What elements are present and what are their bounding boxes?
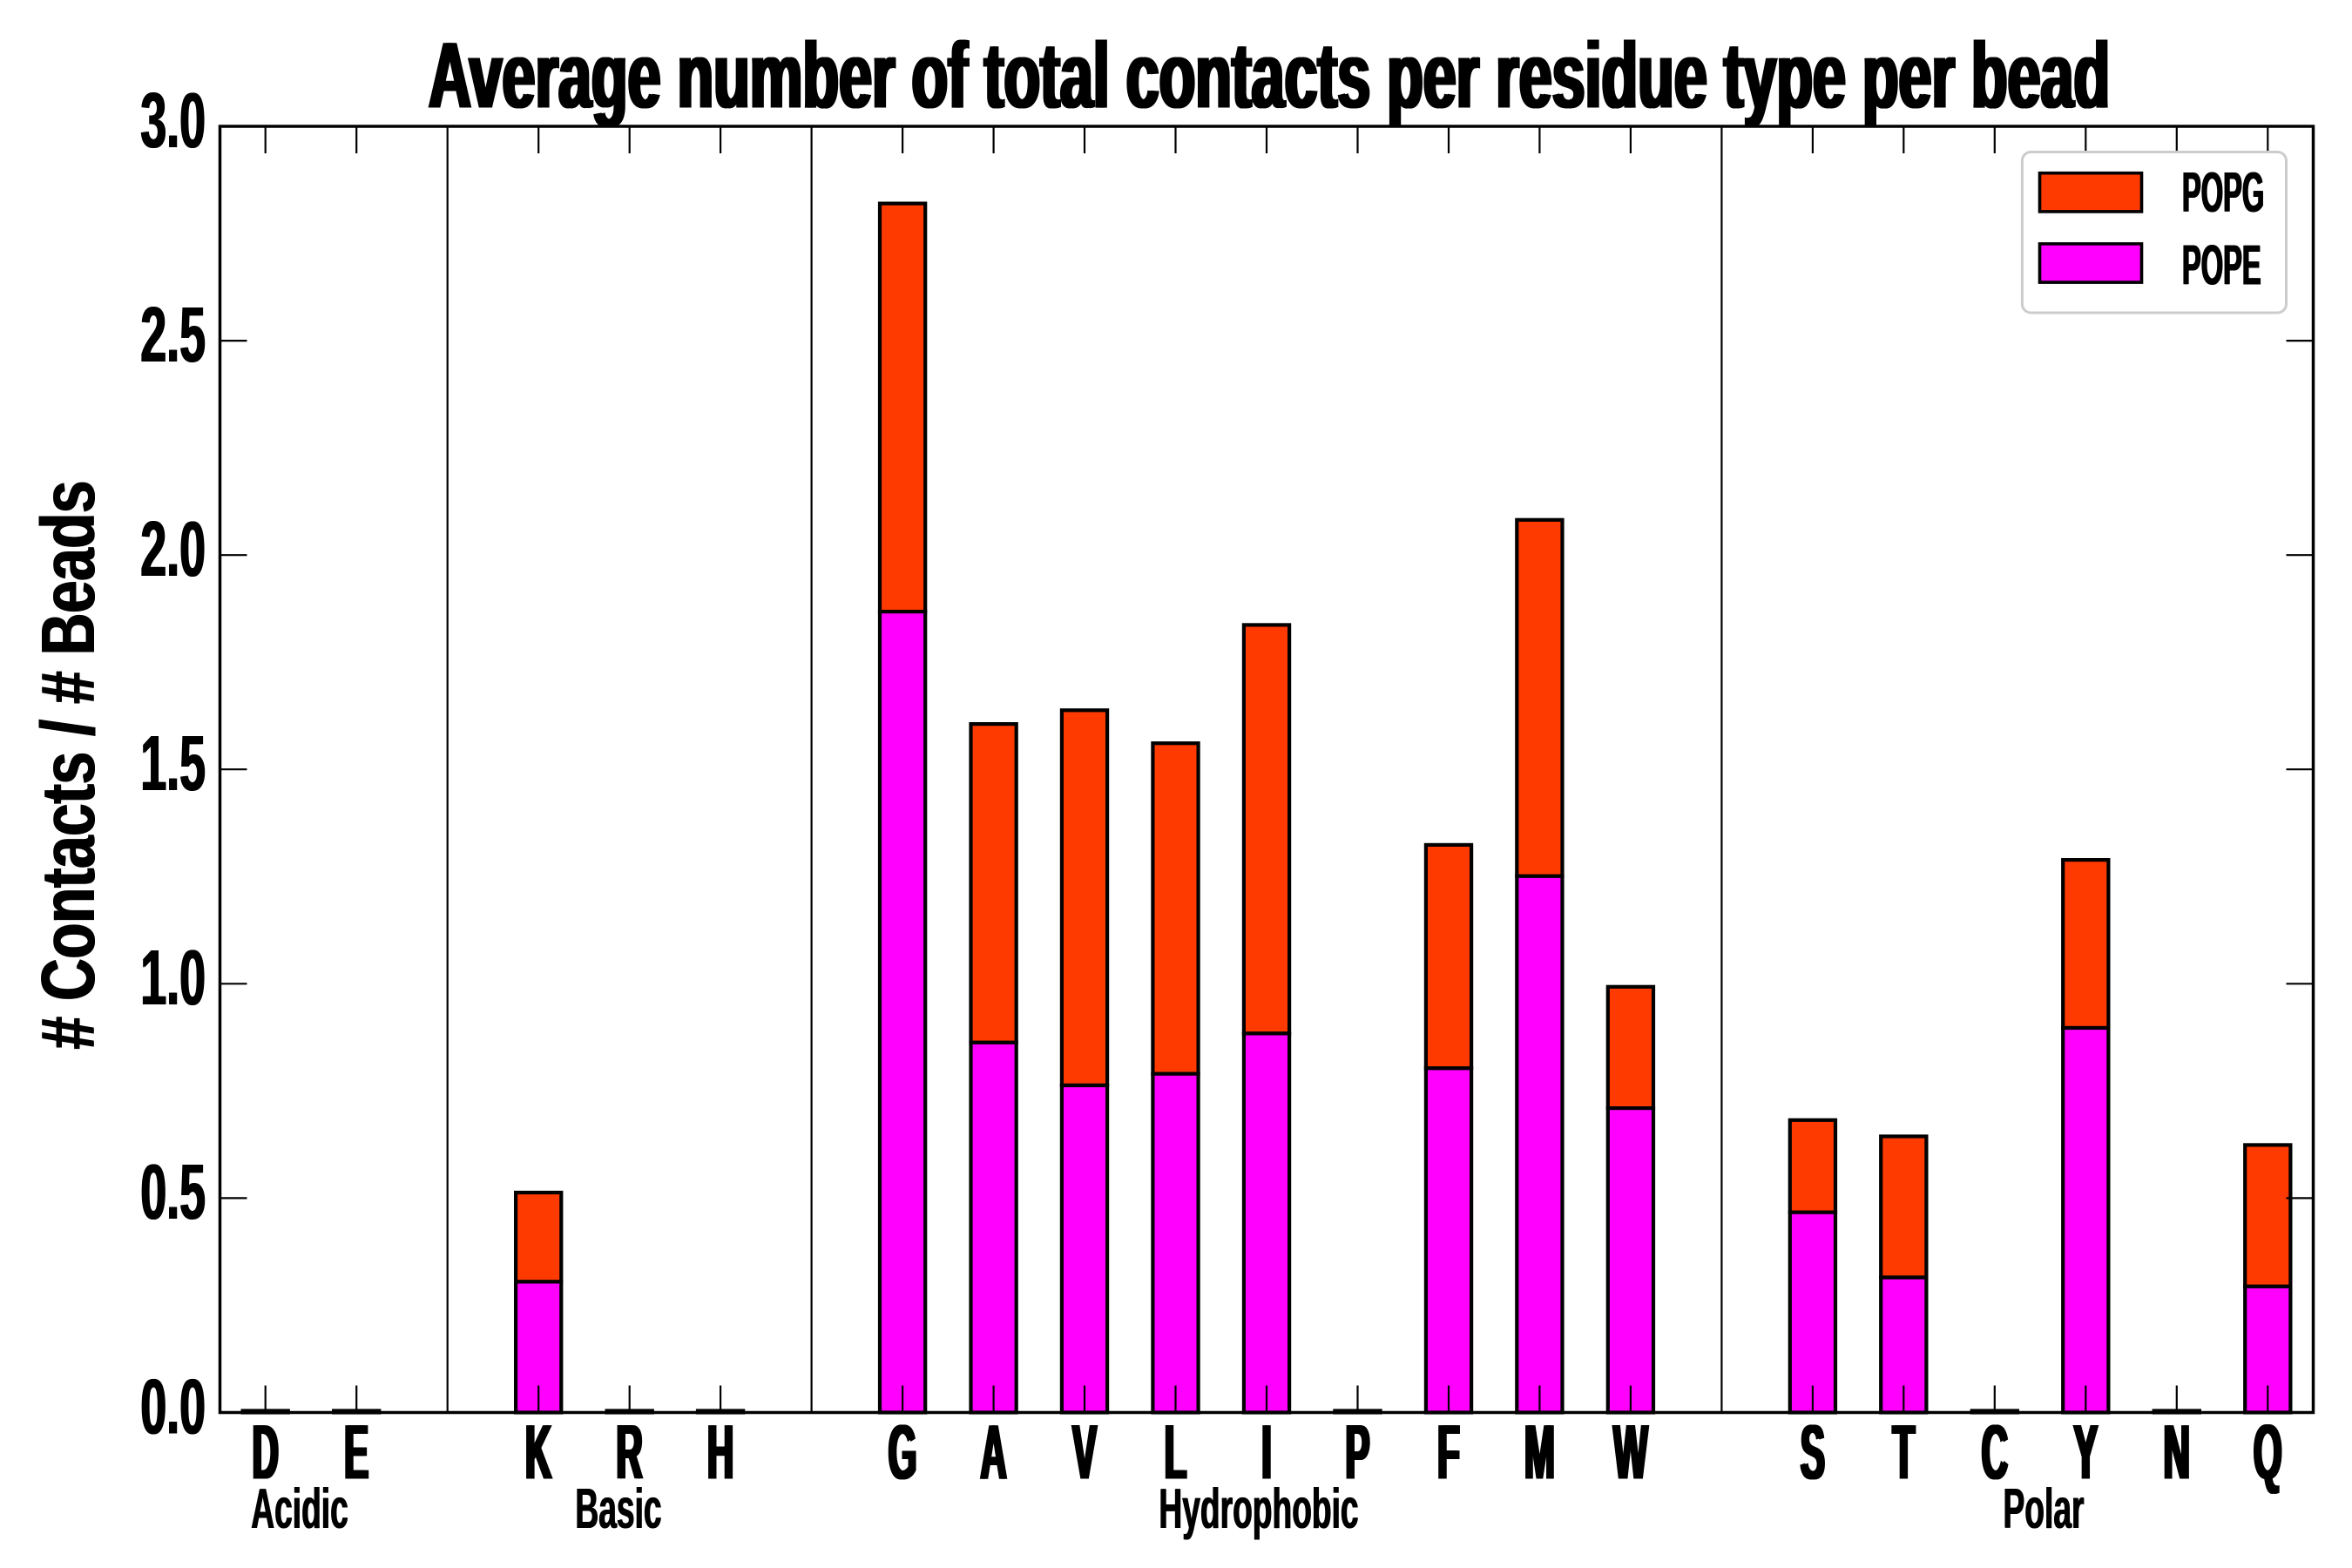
svg-text:L: L xyxy=(1166,1409,1188,1496)
svg-text:L: L xyxy=(1163,1409,1186,1496)
svg-text:D: D xyxy=(251,1409,277,1496)
svg-text:Acidic: Acidic xyxy=(251,1477,348,1540)
svg-text:Y: Y xyxy=(2075,1409,2099,1496)
svg-text:Hydrophobic: Hydrophobic xyxy=(1159,1477,1358,1540)
svg-text:T: T xyxy=(1891,1409,1914,1496)
svg-text:1.0: 1.0 xyxy=(141,934,206,1022)
svg-text:H: H xyxy=(709,1409,735,1496)
svg-text:0.0: 0.0 xyxy=(141,1362,206,1450)
svg-text:Acidic: Acidic xyxy=(252,1477,349,1540)
svg-text:K: K xyxy=(527,1409,553,1496)
svg-text:G: G xyxy=(889,1409,918,1496)
svg-text:POPG: POPG xyxy=(2181,160,2263,224)
svg-text:Average number of total contac: Average number of total contacts per res… xyxy=(430,24,2112,129)
svg-text:1.0: 1.0 xyxy=(140,934,206,1022)
svg-text:H: H xyxy=(706,1409,732,1496)
svg-text:Average number of total contac: Average number of total contacts per res… xyxy=(427,24,2108,129)
svg-text:0.5: 0.5 xyxy=(141,1148,206,1236)
svg-text:A: A xyxy=(979,1409,1005,1496)
svg-text:Polar: Polar xyxy=(2003,1477,2084,1540)
svg-text:W: W xyxy=(1615,1409,1650,1496)
svg-text:Q: Q xyxy=(2255,1409,2284,1496)
svg-text:F: F xyxy=(1436,1409,1458,1496)
svg-text:3.0: 3.0 xyxy=(141,76,206,164)
svg-text:Polar: Polar xyxy=(2004,1477,2085,1540)
svg-text:E: E xyxy=(343,1409,368,1496)
svg-text:T: T xyxy=(1894,1409,1916,1496)
svg-text:S: S xyxy=(1799,1409,1823,1496)
svg-text:N: N xyxy=(2162,1409,2188,1496)
svg-text:I: I xyxy=(1263,1409,1274,1496)
svg-text:V: V xyxy=(1074,1409,1098,1496)
svg-text:0.0: 0.0 xyxy=(140,1362,206,1450)
svg-text:C: C xyxy=(1980,1409,2006,1496)
svg-text:N: N xyxy=(2165,1409,2191,1496)
svg-text:Hydrophobic: Hydrophobic xyxy=(1159,1477,1359,1540)
svg-text:Y: Y xyxy=(2072,1409,2097,1496)
svg-text:# Contacts / # Beads: # Contacts / # Beads xyxy=(27,482,112,1051)
svg-text:Basic: Basic xyxy=(576,1477,662,1540)
svg-text:D: D xyxy=(253,1409,280,1496)
svg-text:E: E xyxy=(346,1409,370,1496)
svg-text:Q: Q xyxy=(2252,1409,2281,1496)
svg-text:2.5: 2.5 xyxy=(140,291,206,379)
svg-text:P: P xyxy=(1347,1409,1371,1496)
svg-text:G: G xyxy=(887,1409,916,1496)
svg-text:2.5: 2.5 xyxy=(141,291,206,379)
svg-text:I: I xyxy=(1260,1409,1270,1496)
svg-text:1.5: 1.5 xyxy=(141,720,206,808)
svg-text:R: R xyxy=(618,1409,644,1496)
svg-text:1.5: 1.5 xyxy=(140,720,206,808)
svg-text:W: W xyxy=(1612,1409,1646,1496)
svg-text:Basic: Basic xyxy=(575,1477,661,1540)
svg-text:F: F xyxy=(1439,1409,1462,1496)
svg-text:POPG: POPG xyxy=(2183,160,2265,224)
svg-text:2.0: 2.0 xyxy=(141,505,206,593)
svg-text:A: A xyxy=(982,1409,1008,1496)
svg-text:K: K xyxy=(524,1409,550,1496)
svg-text:0.5: 0.5 xyxy=(140,1148,206,1236)
svg-text:POPE: POPE xyxy=(2181,233,2261,296)
svg-text:M: M xyxy=(1526,1409,1557,1496)
svg-text:M: M xyxy=(1523,1409,1553,1496)
svg-text:3.0: 3.0 xyxy=(140,76,206,164)
svg-text:V: V xyxy=(1071,1409,1095,1496)
svg-text:R: R xyxy=(615,1409,641,1496)
svg-text:# Contacts / # Beads: # Contacts / # Beads xyxy=(27,480,112,1049)
svg-text:C: C xyxy=(1983,1409,2009,1496)
svg-text:2.0: 2.0 xyxy=(140,505,206,593)
svg-text:P: P xyxy=(1344,1409,1369,1496)
svg-text:POPE: POPE xyxy=(2183,233,2262,296)
svg-text:S: S xyxy=(1802,1409,1827,1496)
